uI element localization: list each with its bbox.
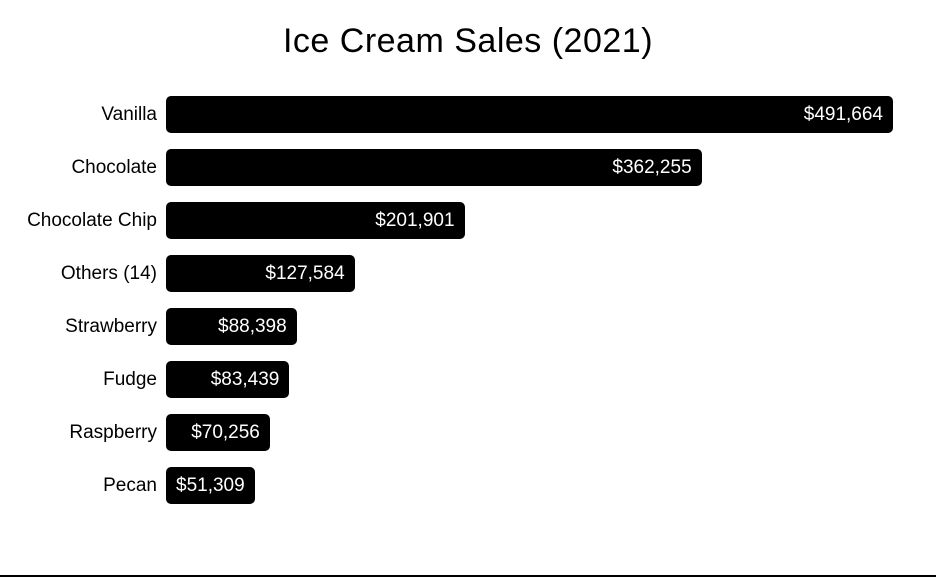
bar-value-label: $127,584 [265,262,345,284]
category-label: Others (14) [60,262,157,284]
bar-row: Raspberry $70,256 [0,406,936,459]
chart-title: Ice Cream Sales (2021) [282,22,654,60]
bar-row: Chocolate $362,255 [0,141,936,194]
bar: $491,664 [166,96,893,133]
bar-row: Strawberry $88,398 [0,300,936,353]
category-label: Pecan [103,474,157,496]
bar-row: Pecan $51,309 [0,459,936,512]
bar: $51,309 [166,467,255,504]
bar-value-label: $362,255 [612,156,692,178]
bar: $70,256 [166,414,270,451]
bar-rows: Vanilla $491,664 Chocolate $362,255 Chocolat… [0,88,936,512]
bar: $201,901 [166,202,465,239]
bar: $127,584 [166,255,355,292]
bar: $362,255 [166,149,702,186]
category-label: Vanilla [101,103,157,125]
bar-value-label: $83,439 [210,368,280,390]
bar: $88,398 [166,308,297,345]
bar-value-label: $51,309 [176,474,245,496]
bar-row: Fudge $83,439 [0,353,936,406]
category-label: Chocolate [71,156,157,178]
bar-value-label: $491,664 [803,103,883,125]
bar-value-label: $88,398 [218,315,287,337]
bar-row: Others (14) $127,584 [0,247,936,300]
bar-value-label: $201,901 [375,209,455,231]
category-label: Fudge [103,368,157,390]
category-label: Raspberry [69,421,157,443]
category-label: Strawberry [65,315,157,337]
bar-row: Vanilla $491,664 [0,88,936,141]
bar-row: Chocolate Chip $201,901 [0,194,936,247]
bar: $83,439 [166,361,290,398]
category-label: Chocolate Chip [27,209,157,231]
bar-value-label: $70,256 [191,421,260,443]
chart-baseline [0,575,936,577]
